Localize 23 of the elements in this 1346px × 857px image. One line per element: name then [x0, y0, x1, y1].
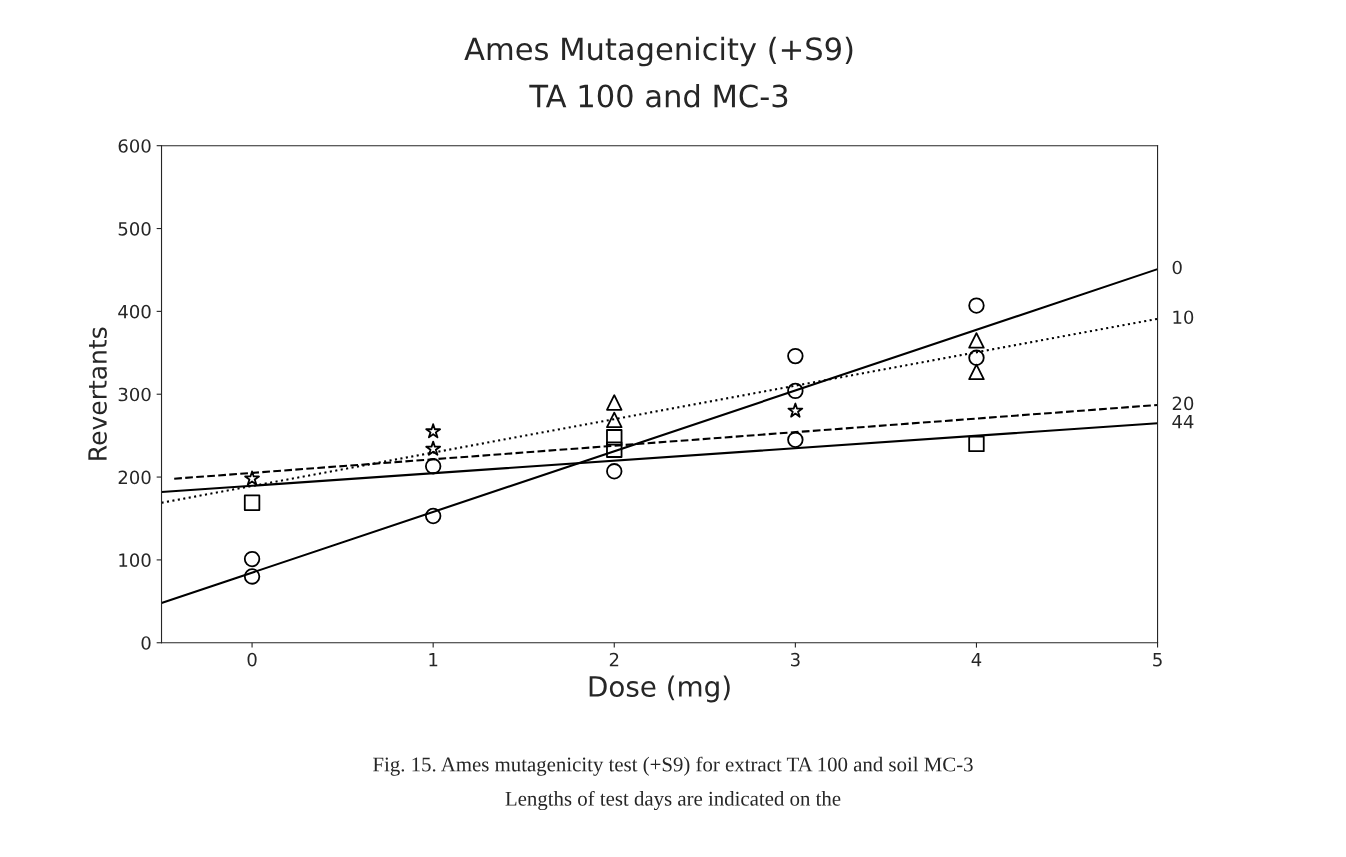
y-tick-label: 0: [141, 636, 151, 650]
y-axis-title: Revertants: [88, 327, 107, 460]
caption: Fig. 15. Ames mutagenicity test (+S9) for extract TA 100 and soil MC-3: [373, 756, 973, 776]
y-tick-label: 500: [118, 221, 151, 236]
x-tick-label: 3: [791, 652, 800, 667]
series-label: 20: [1172, 396, 1194, 411]
x-tick-label: 1: [429, 653, 438, 667]
y-tick-label: 400: [118, 304, 151, 319]
y-tick-label: 300: [118, 387, 151, 402]
series-label: 0: [1172, 260, 1182, 275]
y-tick-label: 600: [118, 139, 151, 153]
x-tick-label: 5: [1153, 653, 1162, 667]
series-label: 44: [1172, 415, 1194, 429]
y-tick-label: 200: [118, 470, 151, 485]
x-tick-label: 2: [609, 652, 619, 667]
chart-title: Ames Mutagenicity (+S9): [464, 36, 853, 67]
x-tick-label: 0: [247, 652, 257, 667]
text: Lengths of test days are indicated on the: [505, 790, 841, 811]
x-tick-label: 4: [971, 653, 982, 667]
series-label: 10: [1173, 310, 1194, 325]
x-axis-title: Dose (mg): [589, 675, 730, 703]
chart-subtitle: TA 100 and MC-3: [529, 83, 788, 108]
y-tick-label: 100: [119, 553, 151, 568]
